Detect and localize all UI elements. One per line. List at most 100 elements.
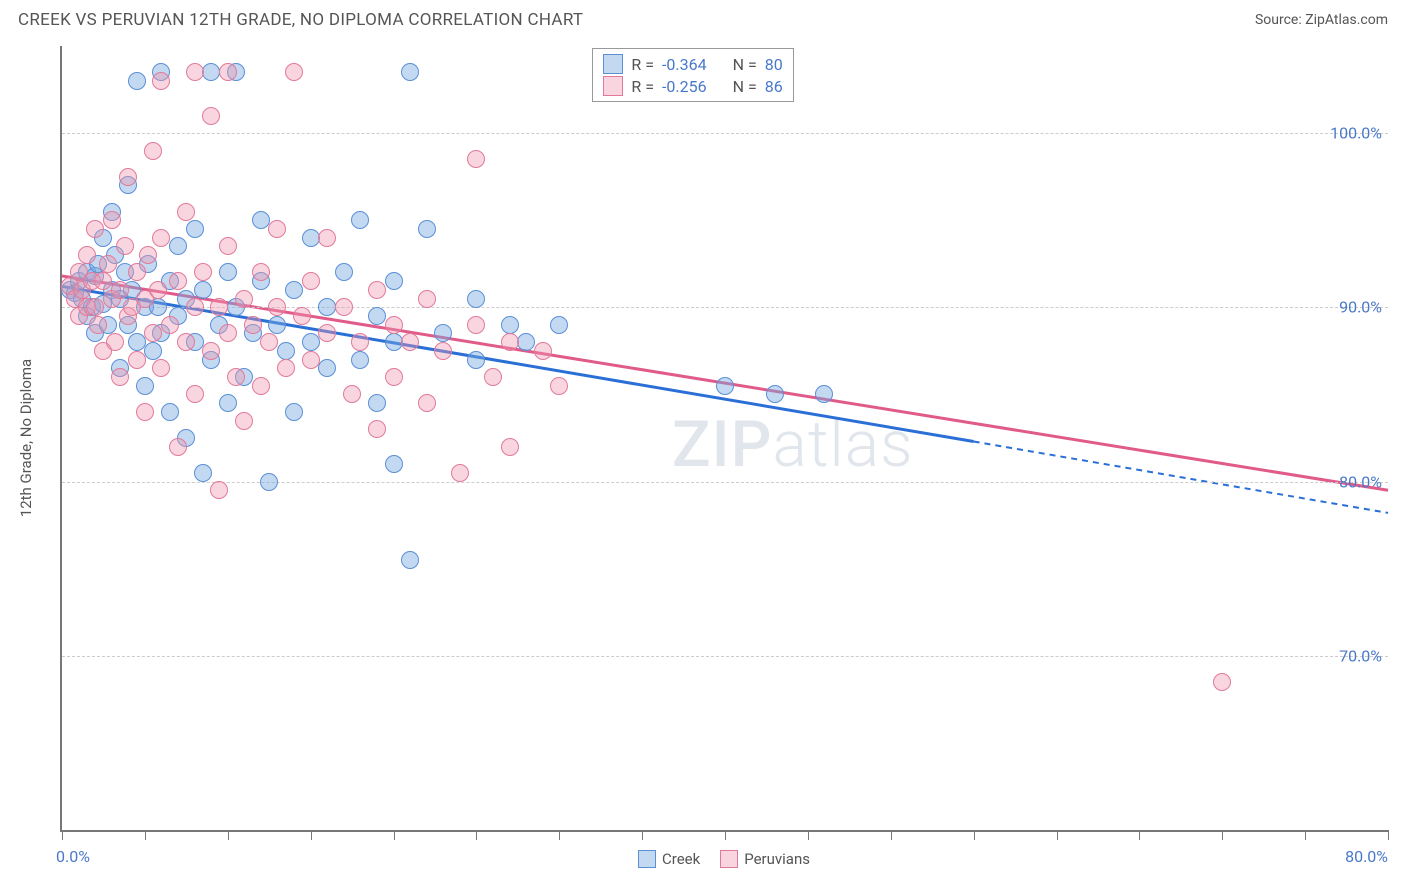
- correlation-legend: R =-0.364N =80R =-0.256N =86: [592, 48, 793, 102]
- gridline: [62, 307, 1388, 308]
- data-point: [152, 359, 170, 377]
- data-point: [78, 246, 96, 264]
- data-point: [368, 281, 386, 299]
- x-tick: [1388, 830, 1389, 840]
- data-point: [186, 63, 204, 81]
- data-point: [716, 377, 734, 395]
- data-point: [252, 377, 270, 395]
- data-point: [401, 63, 419, 81]
- data-point: [177, 203, 195, 221]
- data-point: [86, 298, 104, 316]
- legend-r-label: R =: [631, 55, 654, 74]
- data-point: [385, 272, 403, 290]
- data-point: [144, 342, 162, 360]
- data-point: [351, 211, 369, 229]
- data-point: [484, 368, 502, 386]
- x-tick: [1305, 830, 1306, 840]
- data-point: [385, 333, 403, 351]
- data-point: [89, 316, 107, 334]
- data-point: [252, 211, 270, 229]
- data-point: [260, 333, 278, 351]
- legend-r-value: -0.364: [662, 55, 707, 74]
- data-point: [202, 342, 220, 360]
- legend-item: Creek: [638, 850, 700, 868]
- data-point: [343, 385, 361, 403]
- data-point: [106, 333, 124, 351]
- data-point: [418, 394, 436, 412]
- data-point: [1213, 673, 1231, 691]
- legend-n-label: N =: [733, 55, 757, 74]
- data-point: [152, 229, 170, 247]
- data-point: [161, 403, 179, 421]
- data-point: [136, 403, 154, 421]
- y-tick-label: 80.0%: [1339, 472, 1382, 491]
- data-point: [501, 438, 519, 456]
- legend-swatch: [720, 850, 738, 868]
- data-point: [169, 272, 187, 290]
- legend-swatch: [638, 850, 656, 868]
- plot-region: 12th Grade, No Diploma ZIPatlas R =-0.36…: [60, 46, 1388, 832]
- data-point: [385, 368, 403, 386]
- data-point: [268, 316, 286, 334]
- data-point: [401, 333, 419, 351]
- data-point: [128, 351, 146, 369]
- data-point: [210, 481, 228, 499]
- legend-item: Peruvians: [720, 850, 810, 868]
- data-point: [534, 342, 552, 360]
- x-tick: [1057, 830, 1058, 840]
- data-point: [302, 333, 320, 351]
- source-prefix: Source:: [1255, 12, 1305, 28]
- data-point: [186, 298, 204, 316]
- data-point: [368, 420, 386, 438]
- data-point: [194, 464, 212, 482]
- data-point: [517, 333, 535, 351]
- data-point: [302, 272, 320, 290]
- source-label: Source: ZipAtlas.com: [1255, 12, 1388, 28]
- data-point: [128, 72, 146, 90]
- data-point: [252, 263, 270, 281]
- gridline: [62, 133, 1388, 134]
- data-point: [268, 220, 286, 238]
- data-point: [219, 324, 237, 342]
- data-point: [277, 359, 295, 377]
- y-tick-label: 90.0%: [1339, 298, 1382, 317]
- data-point: [335, 263, 353, 281]
- y-axis-label: 12th Grade, No Diploma: [17, 359, 35, 517]
- data-point: [169, 438, 187, 456]
- data-point: [219, 237, 237, 255]
- x-tick: [476, 830, 477, 840]
- data-point: [128, 333, 146, 351]
- data-point: [277, 342, 295, 360]
- data-point: [235, 412, 253, 430]
- data-point: [186, 385, 204, 403]
- x-tick: [62, 830, 63, 840]
- x-tick: [228, 830, 229, 840]
- data-point: [136, 377, 154, 395]
- data-point: [766, 385, 784, 403]
- data-point: [111, 368, 129, 386]
- legend-label: Peruvians: [744, 850, 810, 868]
- legend-r-value: -0.256: [662, 77, 707, 96]
- data-point: [451, 464, 469, 482]
- data-point: [235, 290, 253, 308]
- x-tick: [1222, 830, 1223, 840]
- data-point: [144, 142, 162, 160]
- x-tick: [891, 830, 892, 840]
- x-tick: [1139, 830, 1140, 840]
- data-point: [418, 220, 436, 238]
- data-point: [103, 211, 121, 229]
- data-point: [467, 150, 485, 168]
- data-point: [318, 298, 336, 316]
- data-point: [227, 368, 245, 386]
- x-tick: [145, 830, 146, 840]
- data-point: [111, 281, 129, 299]
- x-tick: [808, 830, 809, 840]
- data-point: [434, 324, 452, 342]
- data-point: [467, 290, 485, 308]
- data-point: [285, 403, 303, 421]
- y-tick-label: 100.0%: [1330, 124, 1382, 143]
- legend-n-value: 80: [765, 55, 783, 74]
- data-point: [128, 263, 146, 281]
- data-point: [351, 333, 369, 351]
- x-axis-min-label: 0.0%: [56, 847, 90, 866]
